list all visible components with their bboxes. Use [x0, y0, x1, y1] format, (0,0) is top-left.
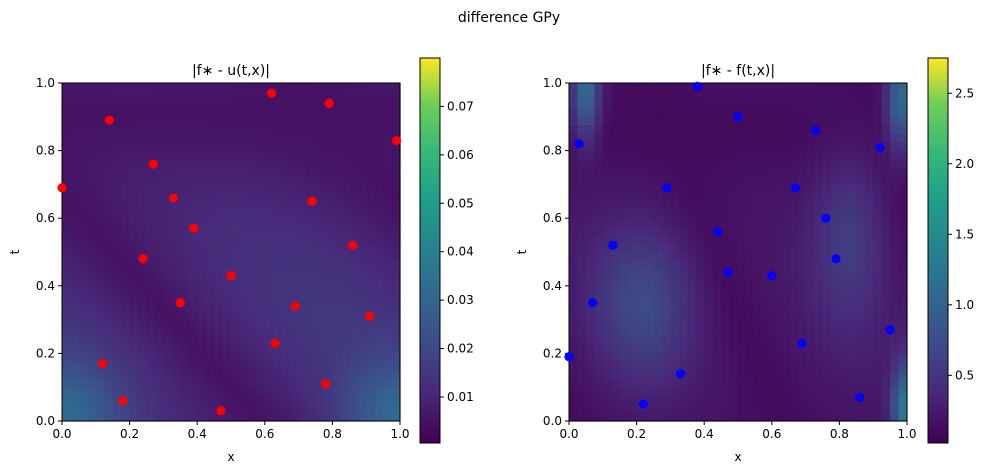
data-point [692, 81, 703, 91]
data-point [875, 142, 885, 152]
chart-title: |f∗ - u(t,x)| [192, 63, 270, 79]
chart-title: |f∗ - f(t,x)| [701, 63, 775, 79]
data-point [138, 254, 148, 264]
data-point [608, 240, 618, 250]
data-point [574, 139, 584, 149]
data-point [811, 125, 821, 135]
y-tick-label: 0.4 [543, 279, 562, 293]
colorbar [927, 57, 949, 444]
data-point [189, 223, 199, 233]
colorbar-tick-label: 0.06 [447, 148, 474, 162]
colorbar-tick-label: 0.01 [447, 390, 474, 404]
x-tick-label: 0.4 [188, 427, 207, 441]
data-point [797, 338, 807, 348]
data-point [307, 196, 317, 206]
colorbar-tick-label: 0.07 [447, 99, 474, 113]
data-point [855, 392, 865, 402]
colorbar-tick-label: 2.5 [955, 86, 974, 100]
chart-panel-1: 0.0 0.2 0.4 0.6 0.8 1.0 0.0 0.2 0.4 0.6 0.8 1.0 |f∗ … [8, 57, 474, 464]
y-tick-label: 0.2 [543, 346, 562, 360]
data-point [675, 369, 686, 379]
data-point [290, 301, 300, 311]
x-tick-label: 0.0 [52, 427, 71, 441]
y-tick-label: 0.6 [543, 211, 562, 225]
y-axis-label: t [515, 249, 529, 254]
data-point [148, 159, 158, 169]
data-point [790, 183, 801, 193]
colorbar [419, 57, 441, 444]
x-tick-label: 1.0 [390, 427, 409, 441]
data-point [104, 115, 114, 125]
x-tick-label: 0.6 [255, 427, 274, 441]
x-tick-label: 0.2 [120, 427, 139, 441]
y-tick-label: 0.8 [36, 144, 55, 158]
data-point [733, 112, 743, 122]
data-point [638, 399, 648, 409]
colorbar-tick-label: 1.0 [955, 298, 974, 312]
colorbar-tick-label: 0.5 [955, 368, 974, 382]
data-point [821, 213, 831, 223]
data-point [118, 396, 128, 406]
y-tick-label: 1.0 [543, 76, 562, 90]
colorbar-tick-label: 0.02 [447, 342, 474, 356]
x-tick-label: 0.8 [830, 427, 849, 441]
x-axis-label: x [734, 450, 741, 464]
data-point [713, 227, 723, 237]
data-point [364, 311, 375, 321]
colorbar-tick-label: 0.04 [447, 245, 474, 259]
data-point [57, 183, 67, 193]
data-point [226, 271, 236, 281]
x-tick-label: 0.0 [559, 427, 578, 441]
data-point [662, 183, 672, 193]
data-point [348, 240, 358, 250]
data-point [767, 271, 777, 281]
colorbar-tick-label: 0.05 [447, 196, 474, 210]
data-point [885, 325, 895, 335]
x-tick-label: 0.6 [762, 427, 781, 441]
colorbar-tick-label: 1.5 [955, 227, 974, 241]
data-point [168, 193, 179, 203]
heatmap-field [62, 83, 401, 422]
colorbar-tick-label: 2.0 [955, 157, 974, 171]
data-point [321, 379, 331, 389]
data-point [270, 338, 280, 348]
y-axis-label: t [8, 249, 22, 254]
data-point [392, 135, 402, 146]
data-point [216, 406, 226, 416]
data-point [564, 352, 574, 362]
chart-panel-2: 0.0 0.2 0.4 0.6 0.8 1.0 0.0 0.2 0.4 0.6 0.8 1.0 |f∗ … [515, 57, 974, 464]
axes-frame [568, 82, 908, 422]
x-tick-label: 1.0 [897, 427, 916, 441]
data-point [723, 267, 733, 277]
data-point [266, 88, 277, 98]
x-tick-label: 0.8 [323, 427, 342, 441]
y-tick-label: 0.2 [36, 346, 55, 360]
colorbar-tick-label: 0.03 [447, 293, 474, 307]
data-point [588, 298, 598, 308]
data-point [831, 254, 841, 264]
data-point [175, 298, 185, 308]
axes-frame [61, 82, 401, 422]
y-tick-label: 0.4 [36, 279, 55, 293]
y-tick-label: 0.6 [36, 211, 55, 225]
y-tick-label: 0.0 [36, 414, 55, 428]
figure-suptitle: difference GPy [458, 10, 560, 26]
x-tick-label: 0.2 [627, 427, 646, 441]
data-point [324, 98, 334, 108]
x-axis-label: x [227, 450, 234, 464]
data-point [97, 358, 108, 369]
heatmap-field [569, 83, 908, 422]
x-tick-label: 0.4 [695, 427, 714, 441]
y-tick-label: 0.8 [543, 144, 562, 158]
y-tick-label: 1.0 [36, 76, 55, 90]
y-tick-label: 0.0 [543, 414, 562, 428]
